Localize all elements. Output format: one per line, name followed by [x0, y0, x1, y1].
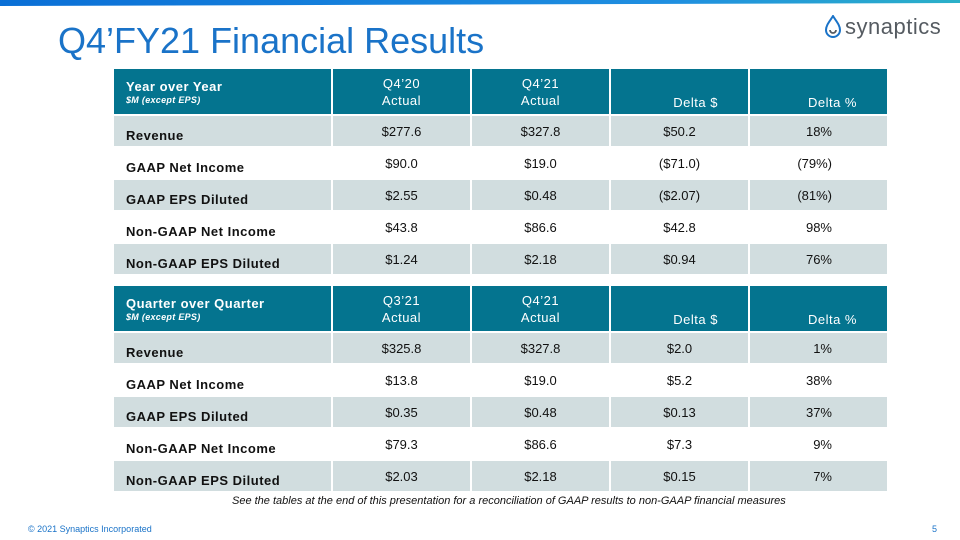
column-header-current: Q4’21 Actual [472, 286, 609, 331]
current-value: $19.0 [472, 365, 609, 395]
prior-value: $13.8 [333, 365, 470, 395]
page-number: 5 [932, 524, 938, 534]
column-header-delta-dollar: Delta $ [611, 69, 748, 114]
table-title: Year over Year [126, 78, 223, 94]
table-row: GAAP EPS Diluted $0.35 $0.48 $0.13 37% [114, 397, 887, 427]
column-header-prior: Q3’21 Actual [333, 286, 470, 331]
table-unit-note: $M (except EPS) [126, 311, 201, 322]
delta-dollar: $0.13 [611, 397, 748, 427]
delta-dollar: $2.0 [611, 333, 748, 363]
page-title: Q4’FY21 Financial Results [58, 20, 485, 61]
column-header-period: Q4’20 [382, 75, 421, 91]
column-header-delta-percent: Delta % [750, 69, 887, 114]
prior-value: $325.8 [333, 333, 470, 363]
prior-value: $2.55 [333, 180, 470, 210]
current-value: $86.6 [472, 212, 609, 242]
column-header-prior: Q4’20 Actual [333, 69, 470, 114]
row-label: Revenue [114, 116, 331, 146]
column-header-delta-percent: Delta % [750, 286, 887, 331]
delta-percent: (81%) [750, 180, 887, 210]
table-row: GAAP Net Income $90.0 $19.0 ($71.0) (79%… [114, 148, 887, 178]
delta-percent: 37% [750, 397, 887, 427]
delta-dollar: ($71.0) [611, 148, 748, 178]
prior-value: $277.6 [333, 116, 470, 146]
delta-percent: 9% [750, 429, 887, 459]
current-value: $2.18 [472, 461, 609, 491]
column-header-period: Q4’21 [521, 75, 560, 91]
row-label: Non-GAAP Net Income [114, 429, 331, 459]
delta-percent: 18% [750, 116, 887, 146]
column-header-type: Actual [381, 92, 422, 108]
delta-percent: 98% [750, 212, 887, 242]
logo-wordmark: synaptics [845, 14, 942, 39]
delta-dollar: $0.15 [611, 461, 748, 491]
table-header-row: Year over Year $M (except EPS) Q4’20 Act… [114, 69, 887, 114]
prior-value: $0.35 [333, 397, 470, 427]
current-value: $86.6 [472, 429, 609, 459]
column-header-period: Q4’21 [521, 292, 560, 308]
table-row: Non-GAAP Net Income $43.8 $86.6 $42.8 98… [114, 212, 887, 242]
current-value: $0.48 [472, 180, 609, 210]
column-header-delta-dollar: Delta $ [611, 286, 748, 331]
delta-percent: (79%) [750, 148, 887, 178]
table-row: Revenue $277.6 $327.8 $50.2 18% [114, 116, 887, 146]
table-header-label: Quarter over Quarter $M (except EPS) [114, 286, 331, 331]
current-value: $327.8 [472, 333, 609, 363]
quarter-over-quarter-table: Quarter over Quarter $M (except EPS) Q3’… [112, 284, 889, 493]
table-row: Non-GAAP EPS Diluted $2.03 $2.18 $0.15 7… [114, 461, 887, 491]
prior-value: $90.0 [333, 148, 470, 178]
column-header-type: Actual [520, 309, 561, 325]
column-header-type: Actual [520, 92, 561, 108]
synaptics-drop-icon [824, 15, 842, 38]
prior-value: $1.24 [333, 244, 470, 274]
table-header-label: Year over Year $M (except EPS) [114, 69, 331, 114]
delta-percent: 7% [750, 461, 887, 491]
prior-value: $79.3 [333, 429, 470, 459]
current-value: $2.18 [472, 244, 609, 274]
column-header-type: Actual [381, 309, 422, 325]
prior-value: $43.8 [333, 212, 470, 242]
table-row: Non-GAAP Net Income $79.3 $86.6 $7.3 9% [114, 429, 887, 459]
column-header-period: Q3’21 [382, 292, 421, 308]
table-row: GAAP EPS Diluted $2.55 $0.48 ($2.07) (81… [114, 180, 887, 210]
table-header-row: Quarter over Quarter $M (except EPS) Q3’… [114, 286, 887, 331]
delta-percent: 76% [750, 244, 887, 274]
table-row: Non-GAAP EPS Diluted $1.24 $2.18 $0.94 7… [114, 244, 887, 274]
row-label: Non-GAAP Net Income [114, 212, 331, 242]
delta-percent: 1% [750, 333, 887, 363]
row-label: Non-GAAP EPS Diluted [114, 461, 331, 491]
table-title: Quarter over Quarter [126, 295, 265, 311]
delta-dollar: $42.8 [611, 212, 748, 242]
row-label: Non-GAAP EPS Diluted [114, 244, 331, 274]
delta-dollar: $7.3 [611, 429, 748, 459]
table-row: Revenue $325.8 $327.8 $2.0 1% [114, 333, 887, 363]
prior-value: $2.03 [333, 461, 470, 491]
row-label: Revenue [114, 333, 331, 363]
synaptics-logo: synaptics [824, 14, 941, 40]
current-value: $327.8 [472, 116, 609, 146]
column-header-current: Q4’21 Actual [472, 69, 609, 114]
row-label: GAAP Net Income [114, 148, 331, 178]
delta-dollar: ($2.07) [611, 180, 748, 210]
row-label: GAAP EPS Diluted [114, 180, 331, 210]
delta-dollar: $50.2 [611, 116, 748, 146]
table-unit-note: $M (except EPS) [126, 94, 201, 105]
delta-percent: 38% [750, 365, 887, 395]
year-over-year-table: Year over Year $M (except EPS) Q4’20 Act… [112, 67, 889, 276]
reconciliation-footnote: See the tables at the end of this presen… [232, 495, 786, 507]
top-decorative-bar [0, 0, 960, 6]
current-value: $0.48 [472, 397, 609, 427]
table-row: GAAP Net Income $13.8 $19.0 $5.2 38% [114, 365, 887, 395]
delta-dollar: $0.94 [611, 244, 748, 274]
copyright-notice: © 2021 Synaptics Incorporated [28, 524, 152, 534]
row-label: GAAP EPS Diluted [114, 397, 331, 427]
current-value: $19.0 [472, 148, 609, 178]
row-label: GAAP Net Income [114, 365, 331, 395]
delta-dollar: $5.2 [611, 365, 748, 395]
